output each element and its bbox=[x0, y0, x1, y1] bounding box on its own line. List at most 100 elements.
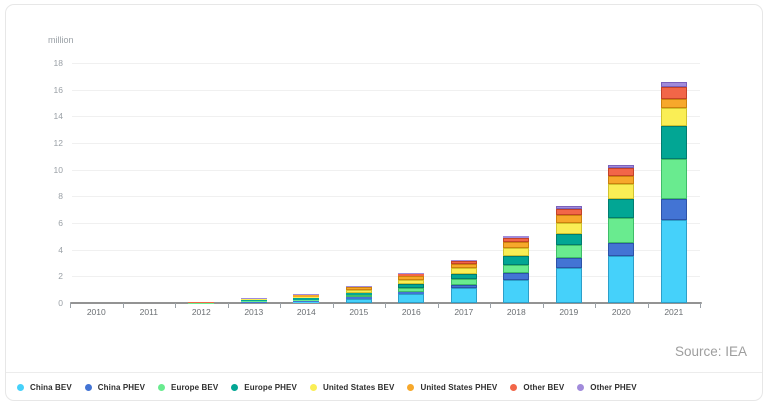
bar-segment[interactable] bbox=[293, 300, 320, 302]
bar-segment[interactable] bbox=[503, 247, 530, 257]
bar-segment[interactable] bbox=[503, 265, 530, 273]
bar-segment[interactable] bbox=[555, 205, 582, 209]
legend-label: United States BEV bbox=[322, 382, 395, 392]
legend-item[interactable]: Other PHEV bbox=[577, 383, 637, 392]
y-axis-tick-label: 6 bbox=[58, 218, 63, 228]
bar-segment[interactable] bbox=[398, 284, 425, 289]
x-axis-category-label: 2021 bbox=[664, 307, 684, 317]
legend-item[interactable]: China BEV bbox=[17, 383, 72, 392]
legend-label: Other BEV bbox=[523, 382, 565, 392]
bar-segment[interactable] bbox=[450, 261, 477, 264]
bar-segment[interactable] bbox=[240, 297, 267, 299]
bar-segment[interactable] bbox=[555, 208, 582, 216]
bar-segment[interactable] bbox=[240, 298, 267, 300]
bar-segment[interactable] bbox=[293, 296, 320, 299]
bar-segment[interactable] bbox=[450, 263, 477, 269]
bar-segment[interactable] bbox=[660, 98, 687, 109]
bar-segment[interactable] bbox=[398, 280, 425, 285]
bar-segment[interactable] bbox=[345, 297, 372, 299]
bar-segment[interactable] bbox=[345, 289, 372, 293]
bar-segment[interactable] bbox=[240, 299, 267, 301]
legend-item[interactable]: China PHEV bbox=[84, 383, 145, 392]
x-axis-category-label: 2013 bbox=[244, 307, 264, 317]
y-axis-tick-label: 16 bbox=[53, 84, 63, 95]
x-axis-category-label: 2019 bbox=[559, 307, 579, 317]
x-axis-tick bbox=[227, 303, 229, 308]
legend-item[interactable]: United States PHEV bbox=[407, 383, 497, 392]
bar-segment[interactable] bbox=[660, 87, 687, 99]
bar-segment[interactable] bbox=[660, 199, 687, 221]
bar-segment[interactable] bbox=[555, 222, 582, 235]
x-axis-tick bbox=[700, 303, 701, 308]
bar-segment[interactable] bbox=[345, 285, 372, 287]
legend-dot-icon bbox=[84, 383, 92, 391]
bar-segment[interactable] bbox=[450, 279, 477, 285]
bar-segment[interactable] bbox=[608, 165, 635, 169]
bar-segment[interactable] bbox=[555, 215, 582, 223]
gridline bbox=[72, 196, 700, 198]
x-axis-tick bbox=[280, 303, 281, 308]
bar-segment[interactable] bbox=[293, 293, 320, 295]
bar-segment[interactable] bbox=[503, 235, 530, 238]
bar-segment[interactable] bbox=[240, 300, 267, 302]
bar-segment[interactable] bbox=[293, 301, 320, 303]
legend-item[interactable]: Other BEV bbox=[510, 383, 564, 392]
bar-segment[interactable] bbox=[660, 159, 687, 199]
bar-segment[interactable] bbox=[398, 276, 425, 281]
bar-segment[interactable] bbox=[450, 284, 477, 289]
legend-dot-icon bbox=[17, 383, 24, 391]
bar-segment[interactable] bbox=[660, 220, 687, 303]
bar-segment[interactable] bbox=[503, 237, 530, 242]
bar-segment[interactable] bbox=[398, 294, 425, 303]
bar-segment[interactable] bbox=[293, 299, 320, 301]
x-axis-tick bbox=[647, 303, 649, 308]
bar-segment[interactable] bbox=[608, 199, 635, 218]
bar-segment[interactable] bbox=[608, 175, 635, 185]
legend-item[interactable]: Europe PHEV bbox=[231, 383, 297, 392]
x-axis-tick bbox=[385, 303, 386, 308]
bar-segment[interactable] bbox=[608, 256, 635, 303]
bar-segment[interactable] bbox=[608, 217, 635, 243]
bar-segment[interactable] bbox=[240, 301, 267, 303]
bar-segment[interactable] bbox=[293, 294, 320, 297]
bar-segment[interactable] bbox=[555, 234, 582, 245]
bar-segment[interactable] bbox=[555, 268, 582, 303]
bar-segment[interactable] bbox=[660, 125, 687, 159]
bar-segment[interactable] bbox=[345, 292, 372, 295]
gridline bbox=[72, 276, 700, 278]
bar-segment[interactable] bbox=[345, 287, 372, 290]
bar-segment[interactable] bbox=[608, 168, 635, 176]
bar-segment[interactable] bbox=[450, 268, 477, 274]
legend-item[interactable]: United States BEV bbox=[309, 382, 395, 392]
bar-segment[interactable] bbox=[503, 256, 530, 266]
bar-segment[interactable] bbox=[450, 259, 477, 262]
bar-segment[interactable] bbox=[660, 108, 687, 126]
legend-dot-icon bbox=[510, 383, 518, 391]
bar-segment[interactable] bbox=[398, 288, 425, 293]
bar-segment[interactable] bbox=[555, 258, 582, 269]
x-axis-tick bbox=[490, 303, 491, 308]
bar-segment[interactable] bbox=[450, 273, 477, 280]
bar-segment[interactable] bbox=[345, 286, 372, 288]
bar-segment[interactable] bbox=[450, 288, 477, 303]
bar-segment[interactable] bbox=[555, 245, 582, 259]
legend-label: United States PHEV bbox=[420, 382, 498, 392]
legend-dot-icon bbox=[577, 383, 585, 391]
legend-item[interactable]: Europe BEV bbox=[158, 383, 218, 392]
x-axis-tick bbox=[122, 303, 124, 308]
bar-segment[interactable] bbox=[293, 298, 320, 300]
bar-segment[interactable] bbox=[398, 274, 425, 277]
bar-segment[interactable] bbox=[345, 294, 372, 298]
bar-segment[interactable] bbox=[503, 241, 530, 248]
bar-segment[interactable] bbox=[345, 299, 372, 303]
legend-dot-icon bbox=[231, 383, 239, 391]
bar-segment[interactable] bbox=[660, 81, 687, 88]
bar-segment[interactable] bbox=[398, 292, 425, 295]
y-axis-tick-label: 2 bbox=[58, 271, 63, 282]
bar-segment[interactable] bbox=[503, 279, 530, 303]
bar-segment[interactable] bbox=[608, 243, 635, 257]
gridline bbox=[72, 116, 700, 118]
bar-segment[interactable] bbox=[503, 273, 530, 280]
bar-segment[interactable] bbox=[398, 273, 425, 275]
bar-segment[interactable] bbox=[608, 184, 635, 199]
